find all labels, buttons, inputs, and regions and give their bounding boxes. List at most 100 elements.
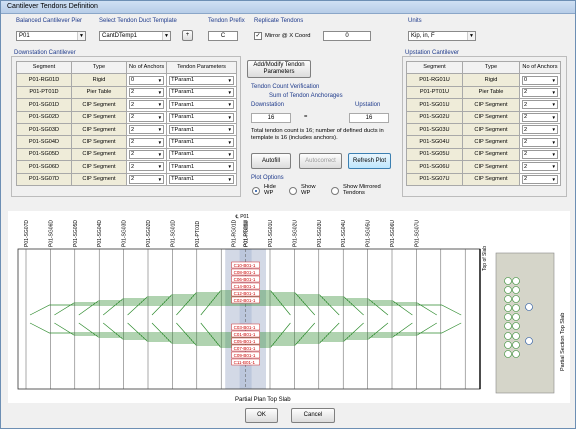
tendon-param-cell[interactable]: TParam1 ▼ (166, 110, 237, 124)
anchors-value: 2 (131, 176, 135, 183)
tendon-param-cell[interactable]: TParam1 ▼ (166, 73, 237, 87)
type-cell: CIP Segment (462, 135, 520, 149)
mirror-coord-input[interactable]: 0 (323, 31, 371, 41)
anchors-cell[interactable]: 2 ▼ (519, 172, 561, 186)
anchors-cell[interactable]: 2 ▼ (125, 98, 168, 112)
tendon-param-cell[interactable]: TParam1 ▼ (166, 135, 237, 149)
anchors-cell[interactable]: 2 ▼ (125, 160, 168, 174)
table-row[interactable]: P01-PT01U Pier Table 2 ▼ (406, 85, 561, 100)
anchors-select[interactable]: 0 ▼ (129, 75, 165, 85)
anchors-cell[interactable]: 2 ▼ (519, 147, 561, 162)
anchors-select[interactable]: 2 ▼ (129, 162, 165, 172)
tendon-param-select[interactable]: TParam1 ▼ (169, 137, 234, 147)
anchors-select[interactable]: 2 ▼ (522, 149, 558, 159)
anchors-select[interactable]: 2 ▼ (522, 87, 558, 97)
show-mirrored-radio[interactable] (331, 187, 339, 195)
tendon-param-cell[interactable]: TParam1 ▼ (166, 160, 237, 174)
anchors-cell[interactable]: 2 ▼ (125, 122, 168, 137)
anchors-cell[interactable]: 2 ▼ (125, 147, 168, 162)
table-row[interactable]: P01-SG07U CIP Segment 2 ▼ (406, 172, 561, 186)
segment-label: P01-PT01U (244, 220, 250, 247)
tendon-param-select[interactable]: TParam1 ▼ (169, 100, 234, 110)
anchors-select[interactable]: 2 ▼ (522, 162, 558, 172)
autocorrect-button[interactable]: Autocorrect (299, 153, 342, 169)
anchors-cell[interactable]: 2 ▼ (519, 135, 561, 149)
template-select[interactable]: CantDTemp1 ▼ (99, 31, 171, 41)
mirror-checkbox[interactable]: ✓ (254, 32, 262, 40)
duct-tag (231, 261, 260, 269)
autofill-button[interactable]: Autofill (251, 153, 291, 169)
tendon-param-cell[interactable]: TParam1 ▼ (166, 85, 237, 100)
anchors-select[interactable]: 2 ▼ (129, 149, 165, 159)
tendon-param-cell[interactable]: TParam1 ▼ (166, 172, 237, 186)
upstation-count-label: Upstation (355, 102, 381, 108)
table-row[interactable]: P01-SG02U CIP Segment 2 ▼ (406, 110, 561, 124)
show-wp-radio[interactable] (289, 187, 297, 195)
table-row[interactable]: P01-SG02D CIP Segment 2 ▼ TParam1 ▼ (16, 110, 237, 124)
anchors-select[interactable]: 2 ▼ (129, 87, 165, 97)
anchors-select[interactable]: 2 ▼ (129, 112, 165, 122)
type-cell: CIP Segment (71, 135, 127, 149)
anchors-cell[interactable]: 2 ▼ (125, 85, 168, 100)
anchors-select[interactable]: 2 ▼ (522, 174, 558, 184)
anchors-select[interactable]: 2 ▼ (129, 125, 165, 135)
anchors-cell[interactable]: 2 ▼ (125, 172, 168, 186)
prefix-input[interactable]: C (208, 31, 238, 41)
tendon-param-value: TParam1 (171, 126, 195, 133)
table-row[interactable]: P01-SG03U CIP Segment 2 ▼ (406, 122, 561, 137)
table-row[interactable]: P01-SG03D CIP Segment 2 ▼ TParam1 ▼ (16, 122, 237, 137)
anchors-cell[interactable]: 2 ▼ (125, 135, 168, 149)
table-row[interactable]: P01-SG06U CIP Segment 2 ▼ (406, 160, 561, 174)
ok-button[interactable]: OK (245, 408, 278, 423)
anchors-select[interactable]: 2 ▼ (129, 137, 165, 147)
units-select[interactable]: Kip, in, F ▼ (408, 31, 476, 41)
anchors-select[interactable]: 2 ▼ (129, 174, 165, 184)
show-mirrored-label: Show Mirrored Tendons (343, 184, 381, 196)
table-row[interactable]: P01-SG06D CIP Segment 2 ▼ TParam1 ▼ (16, 160, 237, 174)
anchors-cell[interactable]: 2 ▼ (519, 85, 561, 100)
table-row[interactable]: P01-SG05U CIP Segment 2 ▼ (406, 147, 561, 162)
tendon-param-cell[interactable]: TParam1 ▼ (166, 147, 237, 162)
anchors-cell[interactable]: 0 ▼ (519, 73, 561, 87)
tendon-param-select[interactable]: TParam1 ▼ (169, 125, 234, 135)
hide-wp-radio[interactable] (252, 187, 260, 195)
anchors-select[interactable]: 0 ▼ (522, 75, 558, 85)
table-row[interactable]: P01-PT01D Pier Table 2 ▼ TParam1 ▼ (16, 85, 237, 100)
table-row[interactable]: P01-RG01U Rigid 0 ▼ (406, 73, 561, 87)
anchors-select[interactable]: 2 ▼ (522, 125, 558, 135)
pier-select[interactable]: P01 ▼ (16, 31, 86, 41)
anchors-select[interactable]: 2 ▼ (129, 100, 165, 110)
refresh-plot-button[interactable]: Refresh Plot (348, 153, 391, 169)
tendon-param-select[interactable]: TParam1 ▼ (169, 87, 234, 97)
anchors-cell[interactable]: 2 ▼ (519, 122, 561, 137)
tendon-param-select[interactable]: TParam1 ▼ (169, 75, 234, 85)
anchors-cell[interactable]: 2 ▼ (125, 110, 168, 124)
cancel-button[interactable]: Cancel (291, 408, 335, 423)
anchors-cell[interactable]: 0 ▼ (125, 73, 168, 87)
tendon-param-select[interactable]: TParam1 ▼ (169, 112, 234, 122)
duct-circle (504, 313, 512, 321)
add-template-button[interactable]: + (182, 30, 193, 41)
anchors-cell[interactable]: 2 ▼ (519, 160, 561, 174)
table-row[interactable]: P01-SG05D CIP Segment 2 ▼ TParam1 ▼ (16, 147, 237, 162)
table-row[interactable]: P01-SG01U CIP Segment 2 ▼ (406, 98, 561, 112)
anchors-select[interactable]: 2 ▼ (522, 100, 558, 110)
tendon-param-cell[interactable]: TParam1 ▼ (166, 98, 237, 112)
anchors-cell[interactable]: 2 ▼ (519, 98, 561, 112)
table-row[interactable]: P01-SG07D CIP Segment 2 ▼ TParam1 ▼ (16, 172, 237, 186)
tendon-line (29, 304, 462, 316)
anchors-cell[interactable]: 2 ▼ (519, 110, 561, 124)
table-row[interactable]: P01-SG04D CIP Segment 2 ▼ TParam1 ▼ (16, 135, 237, 149)
add-modify-tendon-parameters-button[interactable]: Add/Modify Tendon Parameters (247, 60, 311, 78)
table-row[interactable]: P01-RG01D Rigid 0 ▼ TParam1 ▼ (16, 73, 237, 87)
anchors-select[interactable]: 2 ▼ (522, 137, 558, 147)
tendon-param-value: TParam1 (171, 77, 195, 84)
tendon-param-cell[interactable]: TParam1 ▼ (166, 122, 237, 137)
tendon-param-select[interactable]: TParam1 ▼ (169, 162, 234, 172)
segment-cell: P01-SG03D (16, 122, 72, 137)
anchors-select[interactable]: 2 ▼ (522, 112, 558, 122)
table-row[interactable]: P01-SG01D CIP Segment 2 ▼ TParam1 ▼ (16, 98, 237, 112)
tendon-param-select[interactable]: TParam1 ▼ (169, 149, 234, 159)
tendon-param-select[interactable]: TParam1 ▼ (169, 174, 234, 184)
table-row[interactable]: P01-SG04U CIP Segment 2 ▼ (406, 135, 561, 149)
